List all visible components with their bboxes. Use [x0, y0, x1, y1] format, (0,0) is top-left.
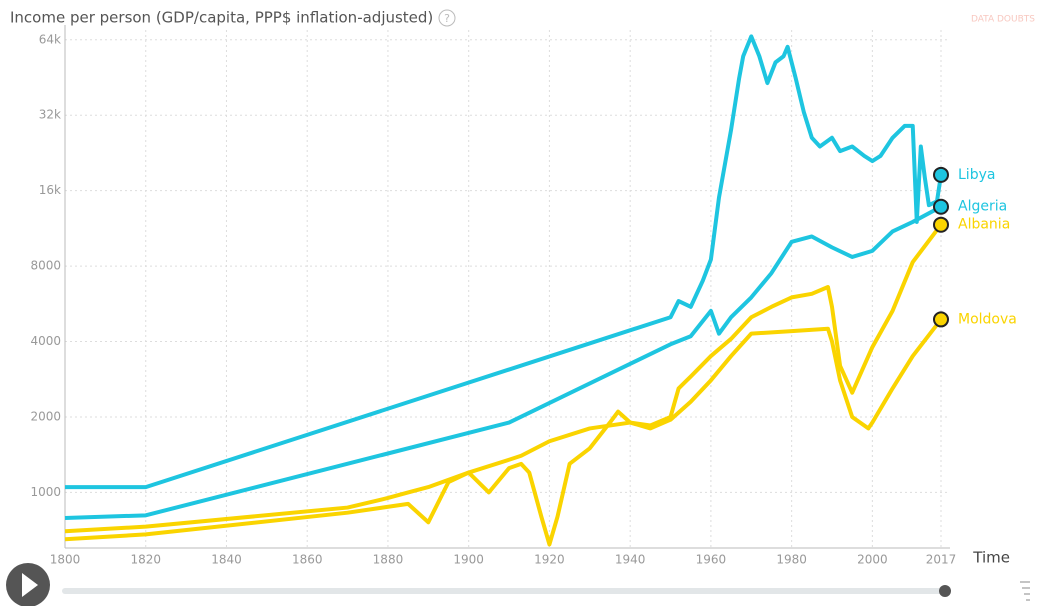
series-label: Moldova	[958, 311, 1017, 327]
x-axis-label: Time	[972, 549, 1010, 567]
end-marker	[933, 198, 949, 215]
series-label: Libya	[958, 167, 995, 183]
series-line	[65, 34, 943, 490]
series-label: Algeria	[958, 199, 1007, 215]
x-tick-label: 1860	[292, 553, 323, 567]
end-marker	[933, 166, 949, 183]
data-doubts[interactable]: DATA DOUBTS	[971, 15, 1035, 25]
y-tick-label: 8000	[30, 259, 61, 273]
x-tick-label: 1940	[615, 553, 646, 567]
x-tick-label: 1960	[696, 553, 727, 567]
x-tick-label: 2000	[857, 553, 888, 567]
x-tick-label: 1800	[50, 553, 81, 567]
y-tick-label: 2000	[30, 409, 61, 423]
x-tick-label: 1920	[534, 553, 565, 567]
x-tick-label: 1820	[130, 553, 161, 567]
menu-icon[interactable]	[1020, 581, 1030, 601]
help-icon[interactable]: ?	[444, 12, 450, 25]
x-tick-label: 1900	[453, 553, 484, 567]
y-tick-label: 1000	[30, 485, 61, 499]
help-icon-ring[interactable]	[438, 9, 456, 27]
x-tick-label: 2017	[926, 553, 957, 567]
series-label: Albania	[958, 217, 1010, 233]
end-marker	[933, 216, 949, 233]
y-tick-label: 4000	[30, 334, 61, 348]
y-tick-label: 16k	[39, 183, 61, 197]
y-tick-label: 32k	[39, 108, 61, 122]
end-marker	[933, 311, 949, 328]
play-icon	[22, 573, 38, 597]
chart-title: Income per person (GDP/capita, PPP$ infl…	[10, 9, 433, 27]
y-tick-label: 64k	[39, 32, 61, 46]
series-line	[64, 223, 943, 534]
x-tick-label: 1840	[211, 553, 242, 567]
series-line	[64, 318, 943, 547]
slider-handle[interactable]	[939, 585, 951, 597]
x-tick-label: 1880	[373, 553, 404, 567]
x-tick-label: 1980	[776, 553, 807, 567]
series-line	[64, 204, 942, 521]
